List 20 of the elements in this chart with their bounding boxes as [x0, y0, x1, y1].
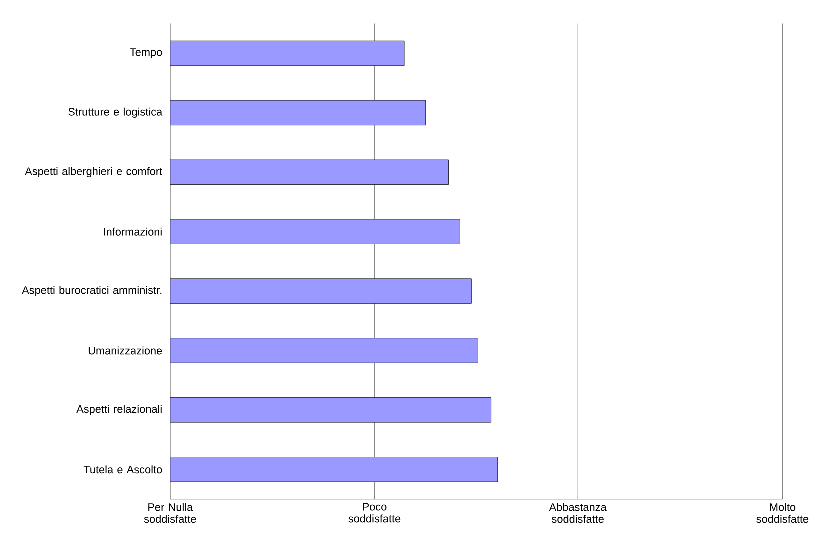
ref-line-label: Poco soddisfatte [348, 503, 401, 523]
bar [170, 398, 492, 423]
y-tick-label: Tutela e Ascolto [84, 466, 162, 474]
y-tick-label: Informazioni [104, 228, 162, 236]
bar [170, 219, 460, 245]
y-tick-label: Aspetti relazionali [76, 405, 162, 416]
bar [170, 338, 478, 364]
y-tick-label: Aspetti burocratici amministr. [22, 286, 162, 296]
ref-line-label: Per Nulla soddisfatte [144, 503, 196, 524]
ref-line-label: Molto soddisfatte [756, 503, 809, 524]
bar [170, 278, 472, 304]
ref-line-label: Abbastanza soddisfatte [549, 503, 607, 524]
bar [170, 160, 449, 186]
bar [170, 457, 498, 482]
y-tick-label: Strutture e logistica [68, 108, 163, 118]
y-tick-label: Umanizzazione [88, 346, 162, 355]
bar [170, 40, 405, 66]
bar [170, 100, 426, 126]
y-tick-label: Aspetti alberghieri e comfort [25, 167, 163, 178]
y-tick-label: Tempo [130, 48, 162, 58]
